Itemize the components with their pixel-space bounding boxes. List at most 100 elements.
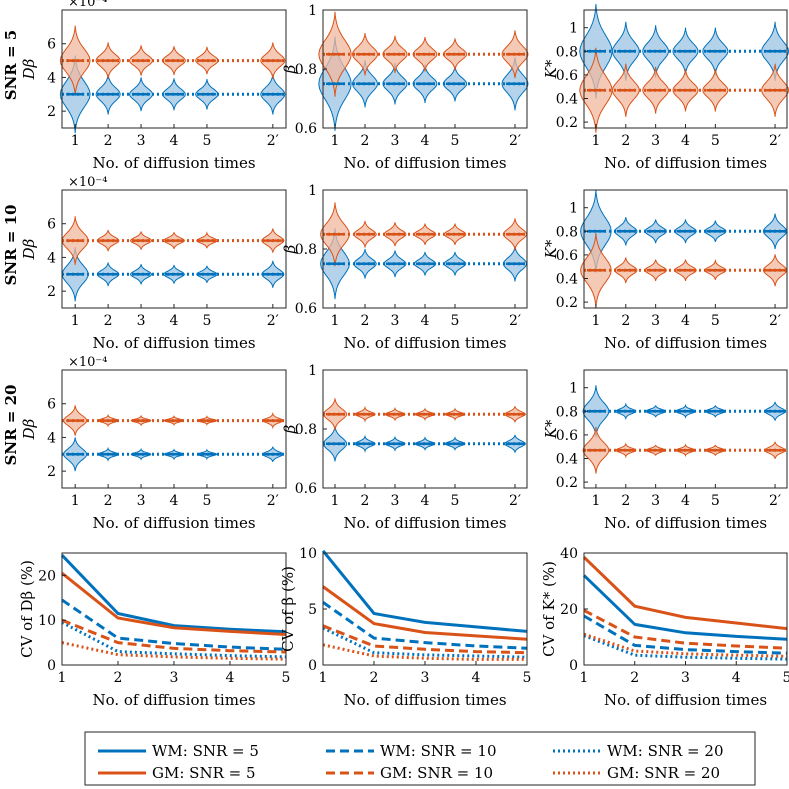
- row-label-snr10: SNR = 10: [2, 205, 20, 286]
- x-tick-label: 3: [137, 133, 146, 149]
- y-tick-label: 0.6: [556, 248, 578, 264]
- x-tick-label: 1: [591, 313, 600, 329]
- y-tick-label: 0.6: [556, 68, 578, 84]
- x-tick-label: 2: [104, 313, 113, 329]
- y-tick-label: 0.8: [556, 404, 578, 420]
- x-tick-label: 5: [451, 133, 460, 149]
- legend-label: GM: SNR = 10: [380, 764, 493, 782]
- row-label-snr5: SNR = 5: [2, 30, 20, 100]
- y-tick-label: 0.6: [295, 481, 317, 497]
- y-tick-label: 1: [569, 21, 578, 37]
- x-tick-label: 1: [331, 313, 340, 329]
- x-tick-label: 5: [523, 670, 532, 686]
- legend-label: GM: SNR = 5: [152, 764, 256, 782]
- x-axis-label: No. of diffusion times: [92, 691, 255, 709]
- y-tick-label: 0.8: [295, 62, 317, 78]
- legend: WM: SNR = 5 WM: SNR = 10 WM: SNR = 20 GM: S…: [84, 731, 756, 786]
- y-tick-label: 0.4: [556, 452, 578, 468]
- y-tick-label: 0.6: [295, 121, 317, 137]
- y-tick-label: 6: [47, 397, 56, 413]
- series-line-1: [321, 549, 528, 633]
- x-tick-label: 1: [319, 670, 328, 686]
- x-tick-label: 1: [591, 493, 600, 509]
- x-tick-label: 4: [472, 670, 481, 686]
- series-line-2: [583, 614, 788, 655]
- axes-box: [583, 369, 788, 489]
- x-tick-label: 2′: [509, 313, 521, 329]
- x-tick-label: 5: [202, 313, 211, 329]
- x-axis-label: No. of diffusion times: [343, 514, 506, 532]
- x-tick-label: 2: [114, 670, 123, 686]
- y-tick-label: 1: [569, 381, 578, 397]
- series-line-5: [61, 618, 287, 654]
- x-tick-label: 1: [331, 133, 340, 149]
- x-tick-label: 2: [621, 493, 630, 509]
- x-tick-label: 1: [71, 493, 80, 509]
- x-tick-label: 3: [681, 670, 690, 686]
- series-line-4: [61, 572, 287, 636]
- y-tick-label: 2: [47, 104, 56, 120]
- y-tick-label: 1: [308, 183, 317, 199]
- y-tick-label: 0: [308, 658, 317, 674]
- x-tick-label: 2′: [769, 313, 781, 329]
- x-tick-label: 4: [170, 493, 179, 509]
- x-axis-label: No. of diffusion times: [343, 154, 506, 172]
- series-line-3: [322, 626, 528, 659]
- x-tick-label: 4: [681, 493, 690, 509]
- y-axis-label: K*: [542, 419, 560, 439]
- y-tick-label: 6: [47, 37, 56, 53]
- x-tick-label: 2′: [509, 493, 521, 509]
- y-tick-label: 0.6: [295, 301, 317, 317]
- y-tick-label: 20: [560, 602, 578, 618]
- series-line-4: [582, 556, 788, 631]
- x-tick-label: 3: [391, 313, 400, 329]
- series-line-1: [582, 574, 788, 641]
- x-axis-label: No. of diffusion times: [343, 691, 506, 709]
- x-tick-label: 2: [621, 133, 630, 149]
- x-tick-label: 3: [137, 493, 146, 509]
- series-line-2: [322, 601, 528, 650]
- x-tick-label: 5: [711, 313, 720, 329]
- y-axis-label: K*: [542, 59, 560, 79]
- y-tick-label: 6: [47, 217, 56, 233]
- x-tick-label: 5: [711, 133, 720, 149]
- x-axis-label: No. of diffusion times: [604, 334, 767, 352]
- y-tick-label: 0.8: [295, 242, 317, 258]
- panel-cv-2: 1 2 3 4 5 0 5 10 No. of diffusion times CV of β (…: [279, 546, 531, 709]
- x-tick-label: 3: [137, 313, 146, 329]
- y-tick-label: 20: [38, 568, 56, 584]
- y-tick-label: 0.2: [556, 475, 578, 491]
- x-tick-label: 4: [170, 133, 179, 149]
- row-labels: SNR = 5 SNR = 10 SNR = 20: [2, 30, 20, 466]
- x-tick-label: 2′: [769, 493, 781, 509]
- axes-box: [61, 369, 287, 489]
- y-tick-label: 4: [47, 430, 56, 446]
- y-axis-label: β: [281, 244, 299, 254]
- axes-box: [322, 189, 528, 309]
- x-tick-label: 4: [681, 313, 690, 329]
- y-tick-label: 40: [560, 546, 578, 562]
- x-tick-label: 1: [580, 670, 589, 686]
- series-line-1: [60, 554, 287, 634]
- x-tick-label: 4: [681, 133, 690, 149]
- y-tick-label: 0: [47, 658, 56, 674]
- x-axis-label: No. of diffusion times: [92, 154, 255, 172]
- x-tick-label: 5: [282, 670, 291, 686]
- x-tick-label: 4: [421, 133, 430, 149]
- y-tick-label: 0.4: [556, 92, 578, 108]
- x-tick-label: 5: [202, 493, 211, 509]
- y-axis-label: β: [281, 64, 299, 74]
- y-tick-label: 0.2: [556, 115, 578, 131]
- x-axis-label: No. of diffusion times: [343, 334, 506, 352]
- series-line-3: [583, 634, 788, 661]
- y-tick-label: 0.4: [556, 272, 578, 288]
- x-tick-label: 2′: [267, 493, 279, 509]
- x-tick-label: 4: [421, 493, 430, 509]
